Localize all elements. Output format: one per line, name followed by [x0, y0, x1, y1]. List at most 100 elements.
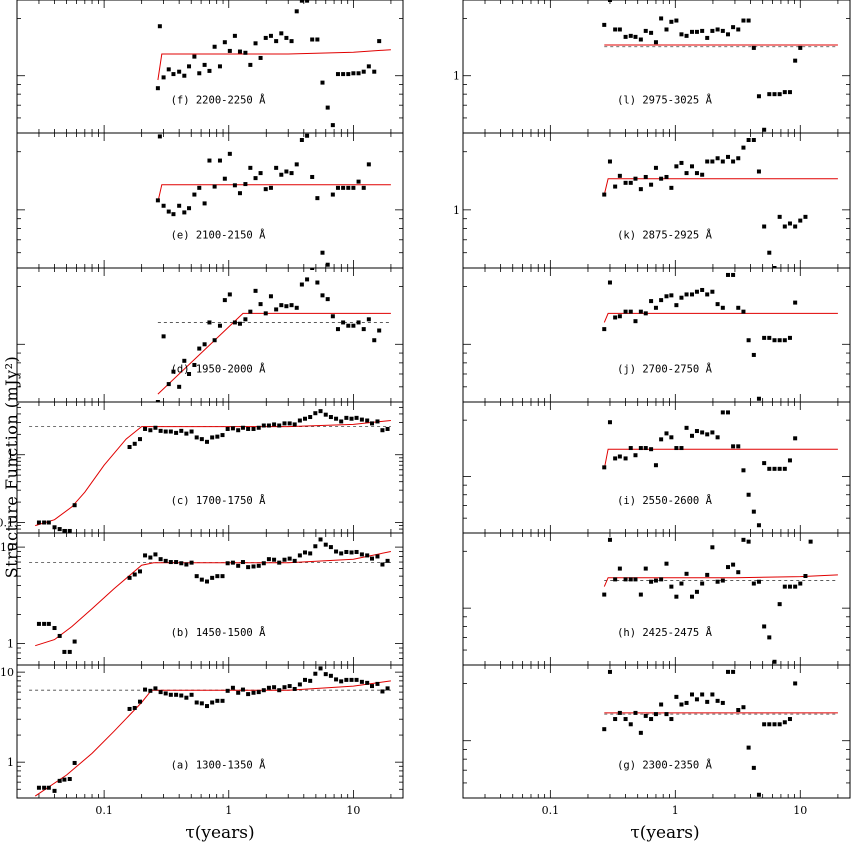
- data-point: [366, 162, 371, 167]
- data-point: [720, 410, 725, 415]
- data-point: [767, 466, 772, 471]
- data-point: [320, 293, 325, 298]
- data-point: [689, 433, 694, 438]
- panel-frame: [16, 132, 404, 269]
- data-point: [52, 626, 57, 631]
- data-point: [328, 545, 333, 550]
- data-point: [279, 303, 284, 308]
- data-point: [335, 327, 340, 332]
- data-point: [689, 164, 694, 169]
- data-point: [380, 428, 385, 433]
- data-point: [694, 289, 699, 294]
- data-point: [251, 690, 256, 695]
- data-point: [232, 183, 237, 188]
- panel-k: 1 (k) 2875-2925 Å: [453, 132, 851, 269]
- model-fit-line: [35, 420, 391, 527]
- data-point: [793, 58, 798, 63]
- data-point: [628, 722, 633, 727]
- data-point: [236, 690, 241, 695]
- data-point: [669, 717, 674, 722]
- data-point: [334, 677, 339, 682]
- data-point: [346, 72, 351, 77]
- data-point: [617, 173, 622, 178]
- data-point: [215, 698, 220, 703]
- plot-area: [602, 537, 838, 664]
- data-point: [351, 185, 356, 190]
- data-point: [725, 410, 730, 415]
- data-point: [782, 584, 787, 589]
- data-point: [684, 292, 689, 297]
- data-point: [659, 702, 664, 707]
- data-point: [649, 579, 654, 584]
- data-point: [42, 621, 47, 626]
- data-point: [318, 409, 323, 414]
- data-point: [777, 214, 782, 219]
- data-point: [354, 415, 359, 420]
- data-point: [700, 430, 705, 435]
- data-point: [793, 436, 798, 441]
- data-point: [684, 33, 689, 38]
- data-point: [143, 687, 148, 692]
- panel-title: (c) 1700-1750 Å: [171, 494, 267, 507]
- data-point: [643, 713, 648, 718]
- data-point: [230, 685, 235, 690]
- panel-j: (j) 2700-2750 Å: [462, 267, 851, 403]
- data-point: [684, 571, 689, 576]
- data-point: [199, 437, 204, 442]
- data-point: [694, 29, 699, 34]
- data-point: [369, 556, 374, 561]
- data-point: [179, 693, 184, 698]
- data-point: [725, 32, 730, 37]
- data-point: [746, 338, 751, 343]
- data-point: [643, 566, 648, 571]
- data-point: [602, 327, 607, 332]
- data-point: [756, 169, 761, 174]
- data-point: [305, 0, 310, 3]
- panel-c: 0.1 1 (c) 1700-1750 Å: [0, 401, 404, 534]
- data-point: [731, 25, 736, 30]
- panel-l: 1 (l) 2975-3025 Å: [453, 0, 851, 134]
- data-point: [243, 317, 248, 322]
- data-point: [356, 320, 361, 325]
- data-point: [205, 704, 210, 709]
- data-point: [207, 158, 212, 163]
- data-point: [294, 162, 299, 167]
- data-point: [361, 327, 366, 332]
- data-point: [623, 577, 628, 582]
- data-point: [741, 145, 746, 150]
- data-point: [731, 444, 736, 449]
- data-point: [772, 92, 777, 97]
- data-point: [155, 198, 160, 203]
- data-point: [356, 71, 361, 76]
- data-point: [72, 503, 77, 508]
- data-point: [787, 458, 792, 463]
- data-point: [161, 334, 166, 339]
- data-point: [380, 562, 385, 567]
- data-point: [210, 575, 215, 580]
- panel-frame: [16, 0, 404, 134]
- data-point: [339, 679, 344, 684]
- data-point: [349, 550, 354, 555]
- data-point: [710, 545, 715, 550]
- data-point: [217, 64, 222, 69]
- data-point: [163, 558, 168, 563]
- data-point: [664, 27, 669, 32]
- data-point: [731, 272, 736, 277]
- data-point: [787, 335, 792, 340]
- panel-title: (i) 2550-2600 Å: [617, 494, 713, 507]
- data-point: [248, 309, 253, 314]
- data-point: [725, 669, 730, 674]
- data-point: [385, 558, 390, 563]
- data-point: [628, 33, 633, 38]
- x-tick-label: 0.1: [542, 804, 560, 817]
- data-point: [243, 182, 248, 187]
- y-tick-label: 1: [7, 638, 14, 651]
- data-point: [330, 192, 335, 197]
- data-point: [613, 577, 618, 582]
- data-point: [798, 218, 803, 223]
- data-point: [659, 176, 664, 181]
- data-point: [217, 158, 222, 163]
- data-point: [694, 429, 699, 434]
- data-point: [266, 557, 271, 562]
- data-point: [205, 439, 210, 444]
